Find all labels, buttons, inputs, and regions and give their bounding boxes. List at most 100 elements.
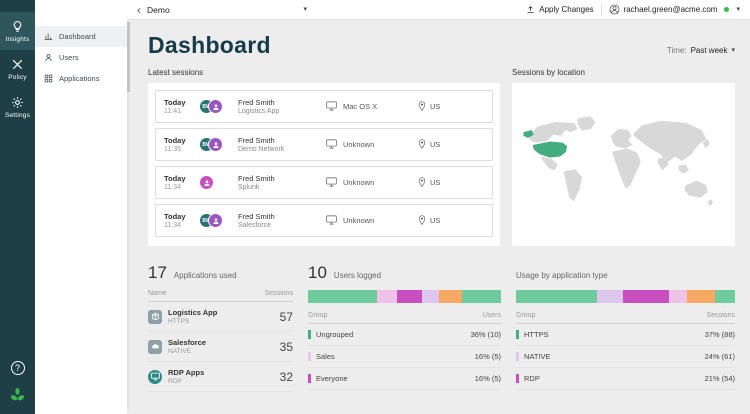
map-region-europe: [610, 128, 633, 149]
application-row[interactable]: RDP Apps RDP 32: [148, 362, 293, 392]
application-row[interactable]: Salesforce NATIVE 35: [148, 332, 293, 362]
group-row[interactable]: RDP 21% (54): [516, 368, 735, 390]
bar-segment: [715, 290, 735, 303]
time-value: Past week: [690, 46, 728, 55]
map-region-mexico: [540, 156, 558, 171]
group-value: 16% (5): [474, 374, 501, 383]
user-avatar-icon: [209, 100, 222, 113]
map-region-australia: [684, 180, 708, 198]
time-range-selector[interactable]: Time: Past week ▾: [667, 46, 735, 59]
main-content: Dashboard Time: Past week ▾ Latest sessi…: [127, 20, 750, 414]
users-logged-count: 10: [308, 263, 327, 282]
latest-sessions-card: Today 11:41 BW Fred Smith Logistics App: [148, 83, 500, 246]
application-name: Logistics App: [168, 308, 218, 317]
group-row[interactable]: HTTPS 37% (88): [516, 324, 735, 346]
upload-icon: [527, 5, 534, 13]
user-icon: [45, 54, 52, 61]
brand-logo-icon[interactable]: [9, 387, 26, 404]
salesforce-app-icon: [148, 339, 162, 354]
session-row[interactable]: Today 11:34 Fred Smith Splunk: [155, 166, 493, 199]
session-os-label: Unknown: [343, 178, 375, 187]
bar-segment: [396, 290, 422, 303]
usage-stacked-bar[interactable]: [516, 290, 735, 303]
usage-by-application-type-widget: Usage by application type Group Sessions…: [516, 261, 735, 392]
bar-segment: [439, 290, 463, 303]
group-value: 36% (10): [470, 330, 501, 339]
session-row[interactable]: Today 11:34 BW Fred Smith Salesforce: [155, 204, 493, 237]
rdp-app-icon: [148, 369, 162, 384]
session-app: Salesforce: [238, 222, 272, 229]
session-row[interactable]: Today 11:41 BW Fred Smith Logistics App: [155, 90, 493, 123]
session-app: Logistics App: [238, 108, 280, 115]
bar-segment: [421, 290, 440, 303]
nav-item-policy[interactable]: Policy: [0, 50, 35, 88]
collapse-sidebar-button[interactable]: ‹: [137, 2, 141, 17]
monitor-icon: [326, 101, 337, 113]
location-pin-icon: [418, 214, 426, 227]
session-time: Today 11:34: [164, 212, 200, 229]
group-row[interactable]: Sales 16% (5): [308, 346, 501, 368]
session-os: Mac OS X: [326, 101, 418, 113]
application-sessions-count: 57: [279, 309, 293, 324]
map-region-india: [658, 156, 669, 171]
session-time: Today 11:35: [164, 136, 200, 153]
session-location-label: US: [430, 216, 441, 225]
session-hour: 11:41: [164, 108, 181, 115]
group-row[interactable]: Ungrouped 36% (10): [308, 324, 501, 346]
application-name: RDP Apps: [168, 368, 205, 377]
session-row[interactable]: Today 11:35 BW Fred Smith Demo Network: [155, 128, 493, 161]
session-day: Today: [164, 136, 186, 145]
session-names: Fred Smith Logistics App: [238, 98, 326, 115]
sidebar-item-label: Dashboard: [59, 32, 96, 41]
help-button[interactable]: ?: [10, 361, 25, 375]
scrollbar-thumb[interactable]: [127, 22, 130, 92]
nav-item-insights[interactable]: Insights: [0, 12, 35, 50]
sidebar-item-dashboard[interactable]: Dashboard: [35, 26, 127, 47]
map-region-japan: [702, 139, 710, 149]
bar-segment: [623, 290, 670, 303]
application-type: NATIVE: [168, 348, 191, 355]
application-sessions-count: 32: [279, 369, 293, 384]
status-dot: [724, 7, 730, 12]
user-avatar-icon: [200, 176, 213, 189]
session-user: Fred Smith: [238, 136, 275, 145]
users-stacked-bar[interactable]: [308, 290, 501, 303]
applications-used-count: 17: [148, 263, 167, 282]
sidebar-item-label: Applications: [59, 74, 100, 83]
session-os-label: Unknown: [343, 216, 375, 225]
map-region-us-highlight[interactable]: [532, 141, 568, 158]
org-selector[interactable]: Demo ▾: [147, 5, 307, 15]
account-email: rachael.green@acme.com: [623, 5, 718, 14]
session-os: Unknown: [326, 177, 418, 189]
sidebar-item-applications[interactable]: Applications: [35, 68, 127, 89]
group-value: 37% (88): [704, 330, 735, 339]
bar-segment: [597, 290, 624, 303]
sidebar-item-users[interactable]: Users: [35, 47, 127, 68]
session-location: US: [418, 176, 440, 189]
chevron-down-icon: ▾: [303, 6, 307, 13]
column-header-group: Group: [516, 312, 536, 319]
application-type: RDP: [168, 378, 182, 385]
nav-item-settings[interactable]: Settings: [0, 88, 35, 126]
group-name: NATIVE: [516, 352, 551, 361]
session-names: Fred Smith Salesforce: [238, 212, 326, 229]
map-region-new-zealand: [707, 199, 714, 206]
session-app: Demo Network: [238, 146, 285, 153]
monitor-icon: [326, 177, 337, 189]
group-row[interactable]: Everyone 16% (5): [308, 368, 501, 390]
sessions-by-location-title: Sessions by location: [512, 68, 585, 77]
apply-changes-button[interactable]: Apply Changes: [526, 5, 594, 14]
group-row[interactable]: NATIVE 24% (61): [516, 346, 735, 368]
content-scrollbar[interactable]: [127, 22, 130, 410]
session-os-label: Unknown: [343, 140, 375, 149]
page-header: Dashboard Time: Past week ▾: [148, 32, 735, 59]
group-name: HTTPS: [516, 330, 549, 339]
chevron-down-icon[interactable]: ▾: [736, 6, 740, 13]
world-map[interactable]: [520, 91, 727, 238]
applications-used-label: Applications used: [173, 271, 237, 280]
account-menu[interactable]: rachael.green@acme.com: [609, 4, 718, 15]
group-value: 24% (61): [704, 352, 735, 361]
session-day: Today: [164, 174, 186, 183]
application-row[interactable]: Logistics App HTTPS 57: [148, 302, 293, 332]
session-badges: BW: [200, 138, 238, 151]
